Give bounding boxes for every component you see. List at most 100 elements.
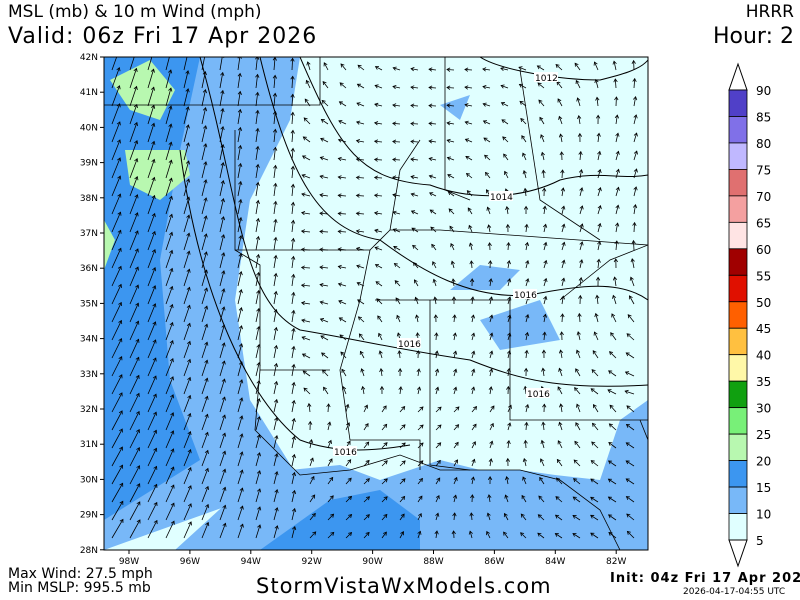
wind-arrow (453, 406, 460, 413)
wind-arrow (165, 412, 175, 431)
wind-arrow (524, 331, 530, 341)
lat-label: 30N (80, 475, 98, 485)
wind-arrow (381, 423, 388, 431)
wind-arrow (522, 457, 527, 467)
wind-arrow (111, 283, 122, 305)
wind-arrow (237, 307, 243, 323)
wind-arrow (237, 180, 243, 197)
wind-arrow (470, 314, 476, 323)
wind-arrow (575, 422, 581, 431)
wind-arrow (301, 353, 311, 359)
wind-arrow (412, 244, 419, 251)
wind-arrow (319, 193, 329, 198)
wind-arrow (272, 74, 278, 89)
wind-arrow (341, 368, 347, 377)
wind-arrow (542, 403, 547, 413)
wind-arrow (363, 514, 370, 521)
wind-arrow (579, 187, 584, 197)
wind-arrow (339, 334, 347, 341)
wind-arrow (355, 139, 365, 144)
wind-arrow (431, 243, 437, 251)
wind-arrow (435, 459, 441, 467)
wind-arrow (488, 368, 494, 377)
colorbar-label: 55 (756, 269, 771, 283)
wind-arrow (273, 218, 278, 233)
wind-arrow (363, 531, 370, 539)
wind-arrow (272, 110, 278, 125)
wind-arrow (111, 301, 123, 323)
colorbar-label: 65 (756, 216, 771, 230)
wind-arrow (410, 103, 419, 108)
wind-arrow (219, 288, 226, 305)
wind-arrow (625, 496, 635, 503)
wind-arrow (471, 386, 476, 395)
wind-arrow (129, 356, 140, 377)
wind-arrow (577, 312, 582, 323)
wind-arrow (520, 532, 527, 539)
lon-label: 94W (241, 557, 261, 567)
wind-arrow (453, 441, 459, 449)
wind-arrow (573, 478, 581, 485)
wind-arrow (147, 57, 153, 71)
wind-arrow (129, 410, 140, 431)
wind-arrow (453, 350, 458, 359)
wind-arrow (309, 494, 316, 503)
isobar-label: 1012 (535, 74, 558, 84)
wind-arrow (319, 282, 329, 288)
colorbar-label: 60 (756, 243, 771, 257)
wind-arrow (201, 305, 209, 323)
wind-arrow (489, 332, 494, 341)
wind-arrow (417, 460, 424, 467)
wind-arrow (237, 271, 243, 287)
init-time: Init: 04z Fri 17 Apr 2026 (610, 571, 800, 586)
wind-arrow (595, 114, 601, 125)
wind-arrow (147, 393, 157, 413)
wind-arrow (147, 212, 156, 233)
wind-arrow (255, 380, 261, 395)
wind-shading-15-20 (104, 57, 200, 520)
wind-arrow (307, 402, 312, 413)
wind-arrow (291, 525, 297, 539)
wind-arrow (467, 207, 473, 215)
wind-arrow (523, 187, 528, 197)
wind-arrow (521, 135, 527, 143)
wind-arrow (165, 195, 173, 215)
wind-arrow (507, 332, 512, 341)
map-title: MSL (mb) & 10 m Wind (mph) (8, 2, 262, 22)
wind-arrow (614, 96, 619, 107)
wind-arrow (273, 416, 279, 431)
wind-arrow (537, 532, 545, 539)
isobar-label: 1016 (527, 390, 550, 400)
wind-arrow (507, 314, 512, 323)
wind-arrow (500, 84, 509, 89)
wind-arrow (255, 253, 261, 269)
wind-arrow (506, 385, 511, 395)
wind-arrow (579, 223, 584, 233)
wind-arrow (111, 57, 118, 71)
wind-arrow (468, 242, 474, 251)
wind-arrow (165, 213, 174, 233)
colorbar-label: 90 (756, 84, 771, 98)
wind-arrow (410, 139, 419, 144)
wind-arrow (183, 521, 192, 539)
wind-arrow (469, 278, 475, 287)
wind-arrow (237, 397, 244, 413)
wind-arrow (147, 465, 158, 485)
wind-arrow (111, 67, 121, 89)
wind-arrow (165, 321, 174, 341)
wind-arrow (255, 362, 261, 377)
wind-arrow (631, 239, 636, 251)
wind-arrow (592, 350, 599, 359)
wind-arrow (590, 496, 599, 503)
wind-arrow (165, 448, 175, 467)
wind-arrow (147, 501, 158, 521)
wind-arrow (410, 121, 419, 126)
wind-arrow (273, 164, 278, 179)
wind-arrow (615, 168, 620, 179)
wind-arrow (543, 295, 548, 305)
wind-arrow (428, 67, 437, 72)
wind-arrow (501, 119, 509, 125)
wind-arrow (538, 495, 545, 503)
wind-arrow (183, 160, 191, 179)
wind-arrow (111, 85, 121, 107)
